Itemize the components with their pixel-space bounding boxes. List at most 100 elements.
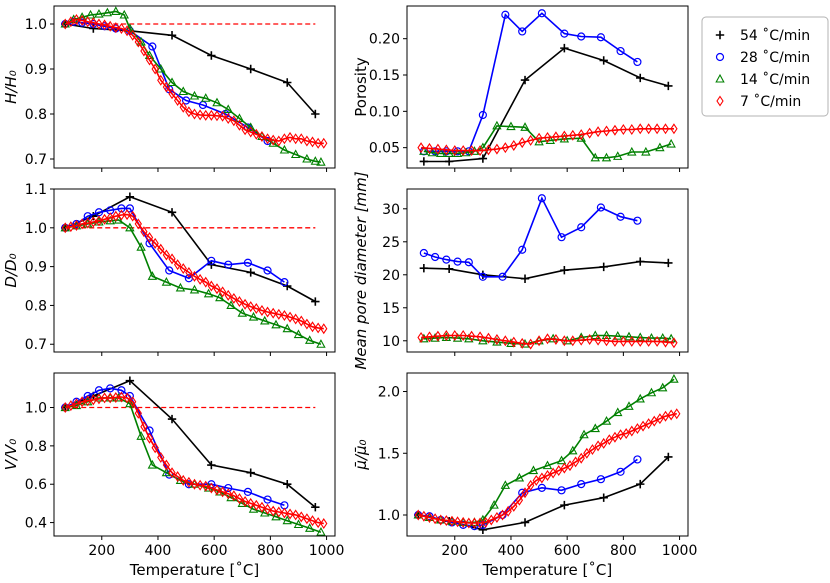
data-point [510, 336, 518, 348]
data-point [245, 122, 256, 132]
data-point [520, 122, 530, 131]
data-point [84, 16, 92, 28]
data-point [314, 517, 322, 529]
data-point [311, 297, 320, 306]
data-point [526, 338, 535, 350]
data-point [419, 248, 428, 258]
data-point [67, 221, 75, 233]
data-point [459, 516, 467, 528]
data-point [286, 131, 294, 143]
data-point [560, 265, 569, 275]
data-point [320, 323, 328, 335]
series-plus [419, 43, 673, 166]
data-point [557, 233, 566, 242]
data-point [303, 135, 311, 147]
data-point [263, 306, 272, 318]
data-point [628, 425, 636, 437]
data-point [636, 123, 644, 135]
data-point [537, 194, 546, 203]
data-point [297, 511, 305, 523]
data-point [639, 420, 647, 432]
data-point [628, 124, 636, 135]
data-point [95, 18, 103, 30]
data-point [78, 14, 86, 26]
series-line [65, 219, 322, 345]
series-line [423, 260, 669, 280]
data-point [577, 129, 585, 141]
data-point [459, 145, 467, 157]
data-point [168, 467, 176, 479]
data-point [451, 145, 459, 157]
y-tick-label: 0.8 [25, 439, 47, 455]
data-point [644, 418, 653, 430]
data-point [148, 42, 157, 51]
data-point [314, 137, 322, 149]
y-tick-label: 25 [382, 235, 400, 251]
data-point [283, 78, 292, 87]
data-point [577, 334, 585, 346]
data-point [117, 209, 126, 221]
data-point [442, 515, 451, 527]
data-point [666, 138, 676, 148]
axes-frame [53, 5, 336, 169]
data-point [555, 465, 563, 477]
data-point [498, 272, 507, 281]
data-point [125, 398, 135, 408]
data-point [78, 218, 86, 230]
data-point [518, 27, 527, 36]
data-point [646, 387, 657, 397]
data-point [286, 311, 294, 323]
data-point [535, 132, 543, 144]
data-point [246, 468, 255, 477]
data-point [129, 210, 137, 222]
data-point [224, 289, 232, 301]
data-point [293, 519, 304, 529]
data-point [590, 423, 600, 433]
series-line [421, 128, 674, 152]
data-point [596, 33, 605, 42]
data-point [181, 96, 191, 105]
data-point [431, 252, 440, 262]
series-plus [61, 376, 320, 512]
data-point [213, 283, 221, 295]
plot-area [60, 6, 328, 166]
data-point [279, 144, 290, 154]
data-point [258, 131, 266, 142]
data-point [653, 335, 661, 347]
data-point [178, 86, 188, 96]
data-point [207, 51, 216, 60]
data-point [145, 432, 154, 444]
data-point [218, 110, 227, 122]
data-point [476, 145, 484, 157]
data-point [611, 431, 619, 443]
data-point [493, 333, 501, 345]
data-point [173, 259, 182, 271]
series-triangle [60, 6, 326, 166]
data-point [493, 511, 501, 523]
axes-frame [53, 372, 336, 537]
y-tick-label: 0.05 [369, 141, 400, 157]
data-point [478, 110, 487, 120]
data-point [635, 393, 645, 403]
data-point [303, 318, 311, 330]
subplot-2: 0.05 0.10 0.15 0.20 Porosity [352, 5, 689, 172]
data-point [189, 90, 200, 100]
legend-marker [716, 95, 724, 107]
data-point [167, 414, 177, 424]
data-point [501, 10, 510, 19]
axes-frame [53, 188, 336, 353]
data-point [316, 156, 326, 166]
data-point [673, 408, 681, 420]
data-point [669, 374, 679, 383]
data-point [230, 115, 238, 127]
data-point [100, 19, 109, 31]
legend-label: 28 ˚C/min [740, 49, 810, 66]
data-point [201, 93, 211, 102]
data-point [585, 333, 594, 345]
data-point [464, 333, 474, 343]
data-point [616, 429, 625, 441]
data-point [425, 511, 434, 523]
data-point [560, 462, 569, 474]
data-point [247, 301, 255, 313]
data-point [161, 276, 172, 286]
